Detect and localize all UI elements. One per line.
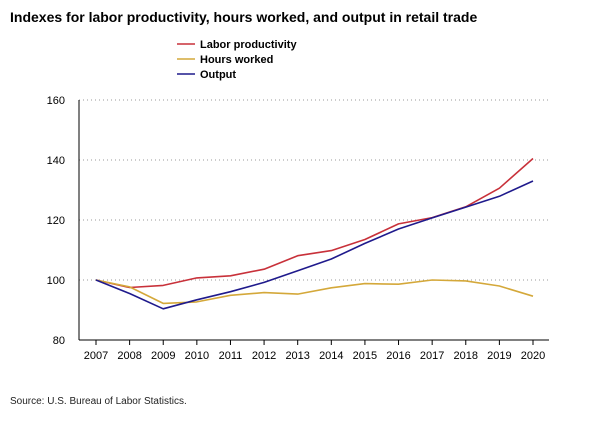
y-tick-label-120: 120 — [47, 215, 65, 227]
axes — [78, 100, 549, 341]
x-tick-label-2011: 2011 — [219, 350, 243, 362]
legend-label-labor-productivity: Labor productivity — [200, 39, 297, 51]
x-tick-label-2017: 2017 — [420, 350, 444, 362]
x-tick-label-2016: 2016 — [386, 350, 410, 362]
series-lines — [95, 157, 534, 310]
x-tick-label-2020: 2020 — [521, 350, 545, 362]
legend-label-hours-worked: Hours worked — [200, 54, 273, 66]
x-tick-label-2015: 2015 — [353, 350, 377, 362]
series-line-hours-worked — [95, 279, 534, 305]
y-tick-label-140: 140 — [47, 155, 65, 167]
legend: Labor productivity Hours worked Output — [177, 39, 297, 81]
y-tick-label-100: 100 — [47, 275, 65, 287]
y-tick-label-160: 160 — [47, 95, 65, 107]
series-line-labor-productivity — [95, 157, 534, 289]
chart-title: Indexes for labor productivity, hours wo… — [10, 9, 478, 25]
x-tick-label-2008: 2008 — [117, 350, 141, 362]
source-note: Source: U.S. Bureau of Labor Statistics. — [10, 396, 187, 407]
x-tick-label-2012: 2012 — [252, 350, 276, 362]
x-axis-ticks: 2007 2008 2009 2010 2011 2012 2013 2014 2015 2016… — [84, 340, 545, 362]
y-axis-ticks: 80 100 120 140 160 — [47, 95, 65, 347]
y-tick-label-80: 80 — [53, 335, 65, 347]
x-tick-label-2013: 2013 — [285, 350, 309, 362]
series-line-output — [95, 180, 534, 310]
legend-label-output: Output — [200, 69, 236, 81]
x-tick-label-2010: 2010 — [185, 350, 209, 362]
x-tick-label-2018: 2018 — [454, 350, 478, 362]
x-tick-label-2007: 2007 — [84, 350, 108, 362]
x-tick-label-2019: 2019 — [487, 350, 511, 362]
x-tick-label-2009: 2009 — [151, 350, 175, 362]
x-tick-label-2014: 2014 — [319, 350, 343, 362]
